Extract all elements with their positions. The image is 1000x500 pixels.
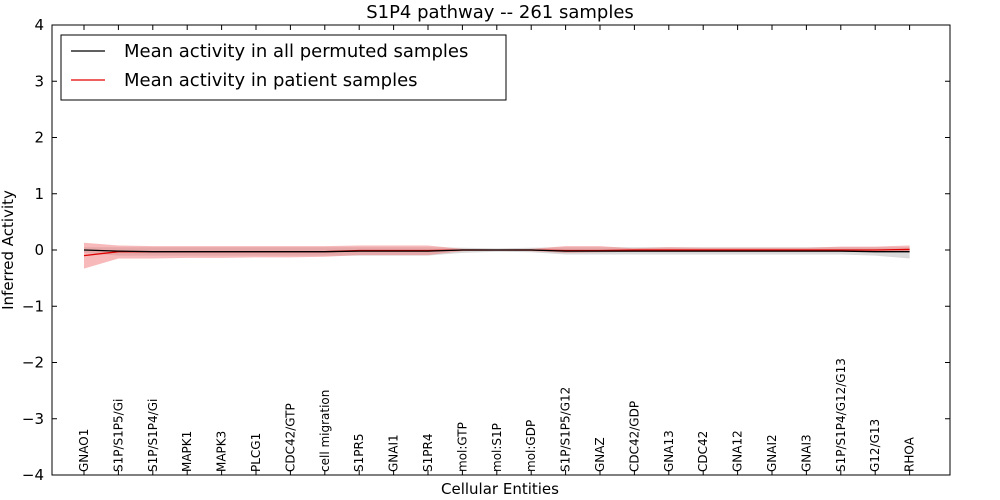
x-axis-ticks: GNAO1 S1P/S1P5/Gi S1P/S1P4/Gi MAPK1 MAPK3 PLC… (77, 25, 917, 475)
category-label: PLCG1 (249, 433, 263, 472)
y-tick-label: 3 (34, 72, 44, 90)
series-lines (83, 248, 910, 257)
category-label: GNAI3 (799, 434, 813, 472)
category-label: S1P/S1P5/G12 (559, 387, 573, 472)
category-label: CDC42 (696, 431, 710, 472)
category-label: cell migration (318, 390, 332, 472)
category-label: S1P/S1P4/G12/G13 (834, 358, 848, 472)
category-label: MAPK1 (180, 431, 194, 472)
category-label: mol:S1P (490, 423, 504, 472)
category-label: GNAZ (593, 437, 607, 472)
confidence-bands (84, 242, 910, 269)
category-label: mol:GTP (455, 422, 469, 472)
category-label: S1P/S1P5/Gi (111, 399, 125, 472)
category-label: GNAO1 (77, 429, 91, 472)
y-axis-ticks: −4 −3 −2 −1 0 1 2 3 4 (22, 16, 950, 484)
y-tick-label: −4 (22, 466, 44, 484)
y-tick-label: 0 (34, 241, 44, 259)
category-label: mol:GDP (524, 420, 538, 472)
y-tick-label: −2 (22, 354, 44, 372)
chart-title: S1P4 pathway -- 261 samples (366, 2, 634, 23)
legend-box (60, 34, 507, 101)
y-tick-label: 4 (34, 16, 44, 34)
category-label: CDC42/GTP (283, 403, 297, 472)
y-tick-label: 2 (34, 129, 44, 147)
legend: Mean activity in all permuted samples Me… (60, 34, 507, 101)
plot-frame (51, 24, 951, 476)
line-series-0 (83, 249, 910, 253)
category-label: G12/G13 (868, 419, 882, 472)
y-tick-label: 1 (34, 185, 44, 203)
category-label: GNA13 (662, 430, 676, 472)
legend-label-permuted: Mean activity in all permuted samples (124, 41, 468, 62)
category-label: GNA12 (731, 430, 745, 472)
category-label: GNAI2 (765, 434, 779, 472)
category-label: MAPK3 (215, 431, 229, 472)
category-label: CDC42/GDP (627, 401, 641, 472)
category-label: S1PR5 (352, 434, 366, 472)
y-axis-label: Inferred Activity (0, 190, 17, 310)
category-label: S1P/S1P4/Gi (146, 399, 160, 472)
legend-label-patient: Mean activity in patient samples (124, 70, 418, 91)
band-series-1 (84, 242, 910, 269)
x-axis-label: Cellular Entities (441, 480, 559, 498)
category-label: RHOA (903, 436, 917, 472)
category-label: S1PR4 (421, 434, 435, 472)
y-tick-label: −1 (22, 297, 44, 315)
category-label: GNAI1 (387, 434, 401, 472)
y-tick-label: −3 (22, 410, 44, 428)
